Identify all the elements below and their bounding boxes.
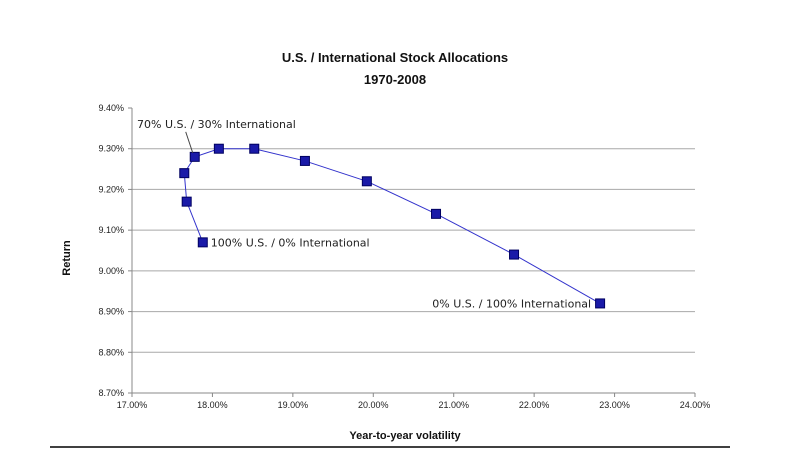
y-tick-label: 9.00% <box>98 266 124 276</box>
x-axis-title: Year-to-year volatility <box>349 430 461 442</box>
x-tick-label: 21.00% <box>438 400 469 410</box>
y-tick-label: 9.30% <box>98 144 124 154</box>
y-tick-label: 8.90% <box>98 307 124 317</box>
annotations: 70% U.S. / 30% International 100% U.S. / … <box>137 118 591 311</box>
annotation-100-0: 100% U.S. / 0% International <box>211 236 370 249</box>
y-tick-label: 9.10% <box>98 225 124 235</box>
x-tick-label: 23.00% <box>599 400 630 410</box>
chart-title: U.S. / International Stock Allocations <box>282 50 508 65</box>
y-tick-label: 9.40% <box>98 103 124 113</box>
data-point <box>181 196 192 207</box>
data-point <box>509 249 520 260</box>
y-tick-label: 9.20% <box>98 184 124 194</box>
annotation-70-30: 70% U.S. / 30% International <box>137 118 296 131</box>
y-axis-title: Return <box>61 240 73 276</box>
series-line <box>179 143 606 309</box>
annotation-0-100: 0% U.S. / 100% International <box>432 297 591 310</box>
x-tick-label: 18.00% <box>197 400 228 410</box>
axes <box>128 107 696 397</box>
data-point <box>213 143 224 154</box>
data-point <box>595 298 606 309</box>
data-point <box>249 143 260 154</box>
chart-subtitle: 1970-2008 <box>364 72 426 87</box>
gridlines <box>132 148 695 353</box>
annotation-leader <box>185 131 194 154</box>
y-tick-labels: 9.40% 9.30% 9.20% 9.10% 9.00% 8.90% 8.80% 8.70% <box>98 103 124 398</box>
x-tick-label: 20.00% <box>358 400 389 410</box>
data-point <box>299 155 310 166</box>
x-tick-label: 22.00% <box>519 400 550 410</box>
y-tick-label: 8.80% <box>98 347 124 357</box>
y-tick-label: 8.70% <box>98 388 124 398</box>
x-tick-label: 19.00% <box>278 400 309 410</box>
x-tick-label: 17.00% <box>117 400 148 410</box>
data-point <box>179 168 190 179</box>
data-point <box>189 151 200 162</box>
data-point <box>431 208 442 219</box>
series-polyline <box>183 148 601 304</box>
x-tick-label: 24.00% <box>680 400 711 410</box>
data-point <box>361 176 372 187</box>
data-point <box>197 237 208 248</box>
x-tick-labels: 17.00% 18.00% 19.00% 20.00% 21.00% 22.00% 23.0… <box>117 400 711 410</box>
